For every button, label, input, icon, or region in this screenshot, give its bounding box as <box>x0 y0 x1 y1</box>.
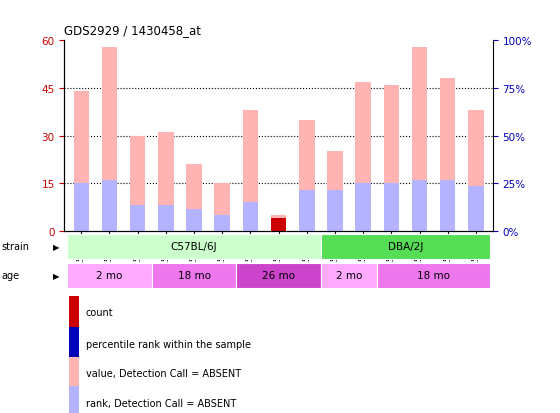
Text: value, Detection Call = ABSENT: value, Detection Call = ABSENT <box>86 368 241 379</box>
Bar <box>327 190 343 231</box>
Text: rank, Detection Call = ABSENT: rank, Detection Call = ABSENT <box>86 398 236 408</box>
Bar <box>271 218 286 231</box>
Bar <box>214 184 230 231</box>
Bar <box>242 203 258 231</box>
Text: 2 mo: 2 mo <box>96 271 123 281</box>
Bar <box>67 263 152 288</box>
Text: 18 mo: 18 mo <box>417 271 450 281</box>
Text: strain: strain <box>1 242 29 252</box>
Bar <box>158 133 174 231</box>
Text: C57BL/6J: C57BL/6J <box>171 242 217 252</box>
Bar <box>384 85 399 231</box>
Bar <box>271 225 286 231</box>
Bar <box>73 184 89 231</box>
Bar <box>321 263 377 288</box>
Bar <box>67 235 321 259</box>
Text: ▶: ▶ <box>53 271 60 280</box>
Bar <box>327 152 343 231</box>
Text: GDS2929 / 1430458_at: GDS2929 / 1430458_at <box>64 24 202 37</box>
Text: count: count <box>86 307 114 317</box>
Text: age: age <box>1 271 19 281</box>
Bar <box>69 387 80 413</box>
Bar <box>102 47 117 231</box>
Bar <box>236 263 321 288</box>
Text: DBA/2J: DBA/2J <box>388 242 423 252</box>
Bar <box>152 263 236 288</box>
Bar <box>384 184 399 231</box>
Bar <box>412 47 427 231</box>
Bar <box>440 180 455 231</box>
Bar <box>321 235 490 259</box>
Text: 18 mo: 18 mo <box>178 271 211 281</box>
Bar <box>412 180 427 231</box>
Bar <box>158 206 174 231</box>
Bar <box>186 209 202 231</box>
Bar <box>440 79 455 231</box>
Bar <box>242 111 258 231</box>
Bar <box>130 206 146 231</box>
Bar <box>102 180 117 231</box>
Text: 2 mo: 2 mo <box>336 271 362 281</box>
Bar <box>73 92 89 231</box>
Bar <box>214 216 230 231</box>
Bar <box>69 328 80 361</box>
Bar <box>468 111 484 231</box>
Bar <box>69 357 80 390</box>
Bar <box>299 121 315 231</box>
Bar <box>69 296 80 329</box>
Bar <box>186 165 202 231</box>
Bar <box>271 216 286 231</box>
Bar <box>356 184 371 231</box>
Bar <box>356 83 371 231</box>
Text: ▶: ▶ <box>53 242 60 251</box>
Text: 26 mo: 26 mo <box>262 271 295 281</box>
Bar <box>299 190 315 231</box>
Bar <box>130 136 146 231</box>
Bar <box>468 187 484 231</box>
Bar <box>377 263 490 288</box>
Text: percentile rank within the sample: percentile rank within the sample <box>86 339 251 349</box>
